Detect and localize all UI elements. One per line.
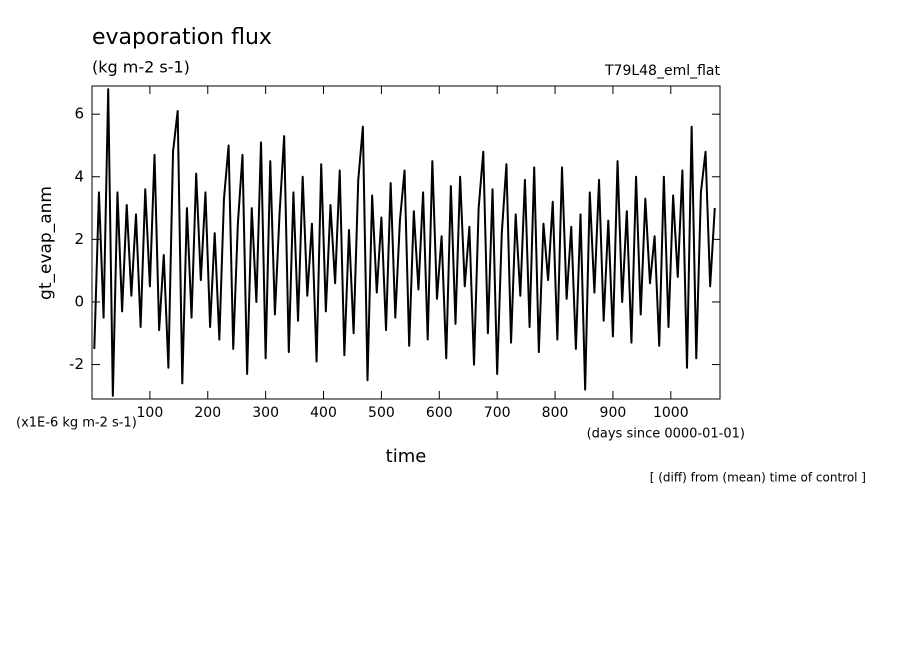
run-label: T79L48_eml_flat — [604, 63, 721, 79]
x-tick-label: 700 — [484, 405, 511, 421]
chart-title: evaporation flux — [92, 25, 272, 50]
y-axis-label: gt_evap_anm — [36, 186, 56, 300]
y-tick-label: 0 — [74, 292, 84, 310]
plot-frame — [91, 85, 721, 400]
x-tick-label: 200 — [194, 405, 221, 421]
chart-subtitle: (kg m-2 s-1) — [92, 58, 190, 77]
y-tick-label: 2 — [74, 230, 84, 248]
x-tick-label: 500 — [368, 405, 395, 421]
y-tick-label: 4 — [74, 167, 84, 185]
note: [ (diff) from (mean) time of control ] — [650, 471, 866, 485]
x-tick-label: 100 — [137, 405, 164, 421]
x-tick-label: 400 — [310, 405, 337, 421]
x-tick-label: 900 — [600, 405, 627, 421]
x-tick-label: 300 — [252, 405, 279, 421]
x-tick-label: 800 — [542, 405, 569, 421]
x-tick-label: 600 — [426, 405, 453, 421]
x-unit: (days since 0000-01-01) — [587, 427, 745, 442]
y-unit: (x1E-6 kg m-2 s-1) — [16, 416, 137, 431]
x-axis-label: time — [386, 446, 427, 467]
y-tick-label: 6 — [74, 105, 84, 123]
y-tick-label: -2 — [69, 355, 84, 373]
x-tick-label: 1000 — [653, 405, 689, 421]
data-line — [93, 88, 716, 397]
